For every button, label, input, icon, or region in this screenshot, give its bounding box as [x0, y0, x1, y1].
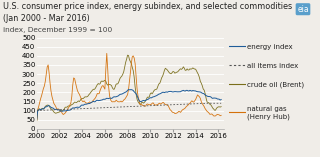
Text: natural gas
(Henry Hub): natural gas (Henry Hub) — [247, 106, 290, 120]
Text: crude oil (Brent): crude oil (Brent) — [247, 81, 305, 88]
Text: U.S. consumer price index, energy subindex, and selected commodities: U.S. consumer price index, energy subind… — [3, 2, 292, 11]
Text: energy index: energy index — [247, 44, 293, 50]
Text: (Jan 2000 - Mar 2016): (Jan 2000 - Mar 2016) — [3, 14, 90, 23]
Text: eia: eia — [297, 5, 309, 14]
Text: index, December 1999 = 100: index, December 1999 = 100 — [3, 27, 112, 33]
Text: all items index: all items index — [247, 63, 299, 69]
